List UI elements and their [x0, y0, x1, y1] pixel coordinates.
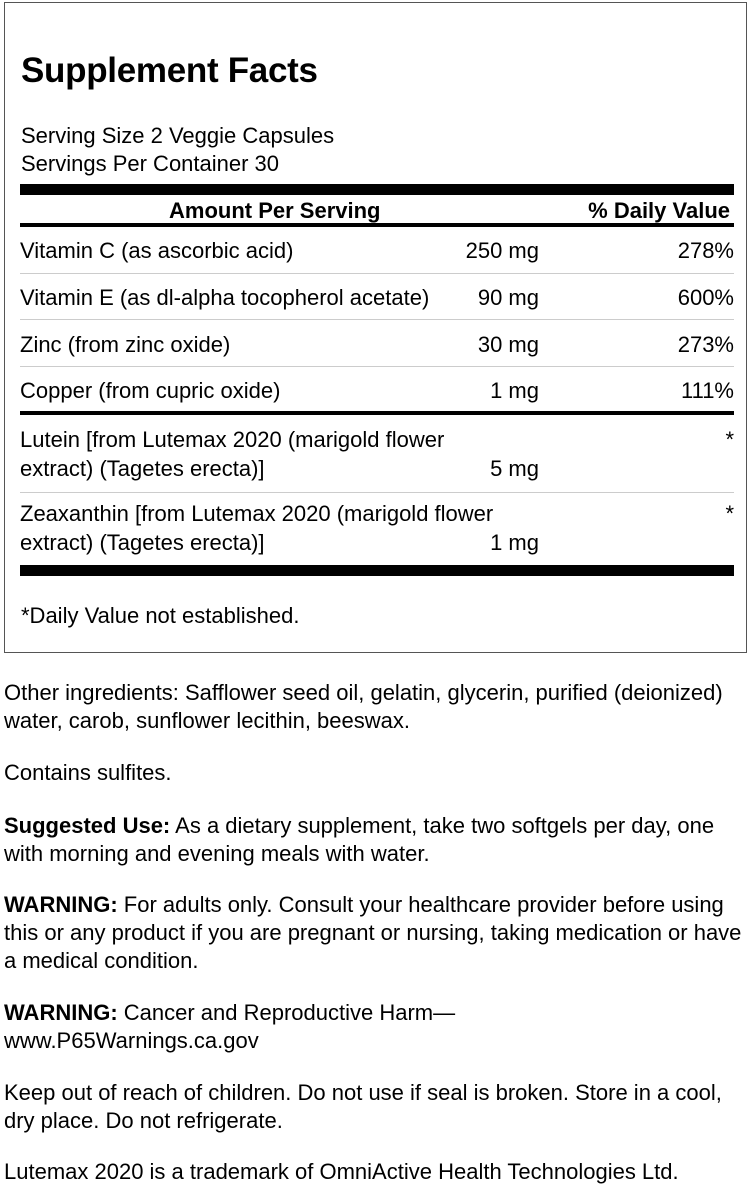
nutrient-name: Zinc (from zinc oxide): [20, 332, 231, 357]
nutrient-name: Vitamin E (as dl-alpha tocopherol acetat…: [20, 285, 430, 310]
warning-text: For adults only. Consult your healthcare…: [4, 892, 742, 973]
sulfites-notice: Contains sulfites.: [4, 760, 172, 785]
header-divider: [20, 223, 734, 227]
nutrient-dv: 600%: [677, 285, 734, 310]
warning-prop65: WARNING: Cancer and Reproductive Harm— ww…: [4, 999, 749, 1055]
nutrient-amount: 250 mg: [465, 238, 539, 263]
section-divider: [20, 411, 734, 415]
nutrient-dv: 278%: [677, 238, 734, 263]
panel-title: Supplement Facts: [21, 51, 318, 90]
suggested-use: Suggested Use: As a dietary supplement, …: [4, 812, 749, 868]
warning-general: WARNING: For adults only. Consult your h…: [4, 891, 749, 975]
nutrient-amount: 1 mg: [490, 530, 539, 555]
nutrient-dv: *: [725, 427, 734, 452]
storage-instructions: Keep out of reach of children. Do not us…: [4, 1080, 722, 1133]
header-daily-value: % Daily Value: [588, 198, 730, 223]
warning-text: Cancer and Reproductive Harm—: [117, 1000, 456, 1025]
nutrient-name: Vitamin C (as ascorbic acid): [20, 238, 294, 263]
supplement-facts-panel: Supplement Facts Serving Size 2 Veggie C…: [4, 2, 747, 653]
nutrient-name: Zeaxanthin [from Lutemax 2020 (marigold …: [20, 501, 494, 526]
warning-url[interactable]: www.P65Warnings.ca.gov: [4, 1028, 259, 1053]
thick-divider: [20, 184, 734, 195]
row-divider: [20, 319, 734, 320]
nutrient-amount: 5 mg: [490, 456, 539, 481]
nutrient-row: Zeaxanthin [from Lutemax 2020 (marigold …: [20, 501, 734, 561]
other-ingredients: Other ingredients: Safflower seed oil, g…: [4, 680, 723, 733]
warning-label: WARNING:: [4, 1000, 118, 1025]
thick-divider: [20, 565, 734, 576]
serving-size: Serving Size 2 Veggie Capsules: [21, 123, 335, 148]
nutrient-amount: 1 mg: [490, 378, 539, 403]
nutrient-dv: 273%: [677, 332, 734, 357]
footnote: *Daily Value not established.: [21, 603, 300, 628]
suggested-use-text: As a dietary supplement, take two softge…: [4, 813, 715, 866]
row-divider: [20, 492, 734, 493]
row-divider: [20, 366, 734, 367]
warning-label: WARNING:: [4, 892, 118, 917]
nutrient-name: Lutein [from Lutemax 2020 (marigold flow…: [20, 427, 445, 452]
servings-per-container: Servings Per Container 30: [21, 151, 280, 176]
trademark-notice: Lutemax 2020 is a trademark of OmniActiv…: [4, 1159, 679, 1184]
suggested-use-label: Suggested Use:: [4, 813, 171, 838]
nutrient-row: Lutein [from Lutemax 2020 (marigold flow…: [20, 427, 734, 487]
nutrient-amount: 90 mg: [477, 285, 539, 310]
header-amount: Amount Per Serving: [169, 198, 381, 223]
nutrient-dv: 111%: [680, 378, 734, 403]
row-divider: [20, 273, 734, 274]
nutrient-name: Copper (from cupric oxide): [20, 378, 281, 403]
nutrient-amount: 30 mg: [477, 332, 539, 357]
nutrient-dv: *: [725, 501, 734, 526]
nutrient-name-cont: extract) (Tagetes erecta)]: [20, 456, 265, 481]
nutrient-name-cont: extract) (Tagetes erecta)]: [20, 530, 265, 555]
